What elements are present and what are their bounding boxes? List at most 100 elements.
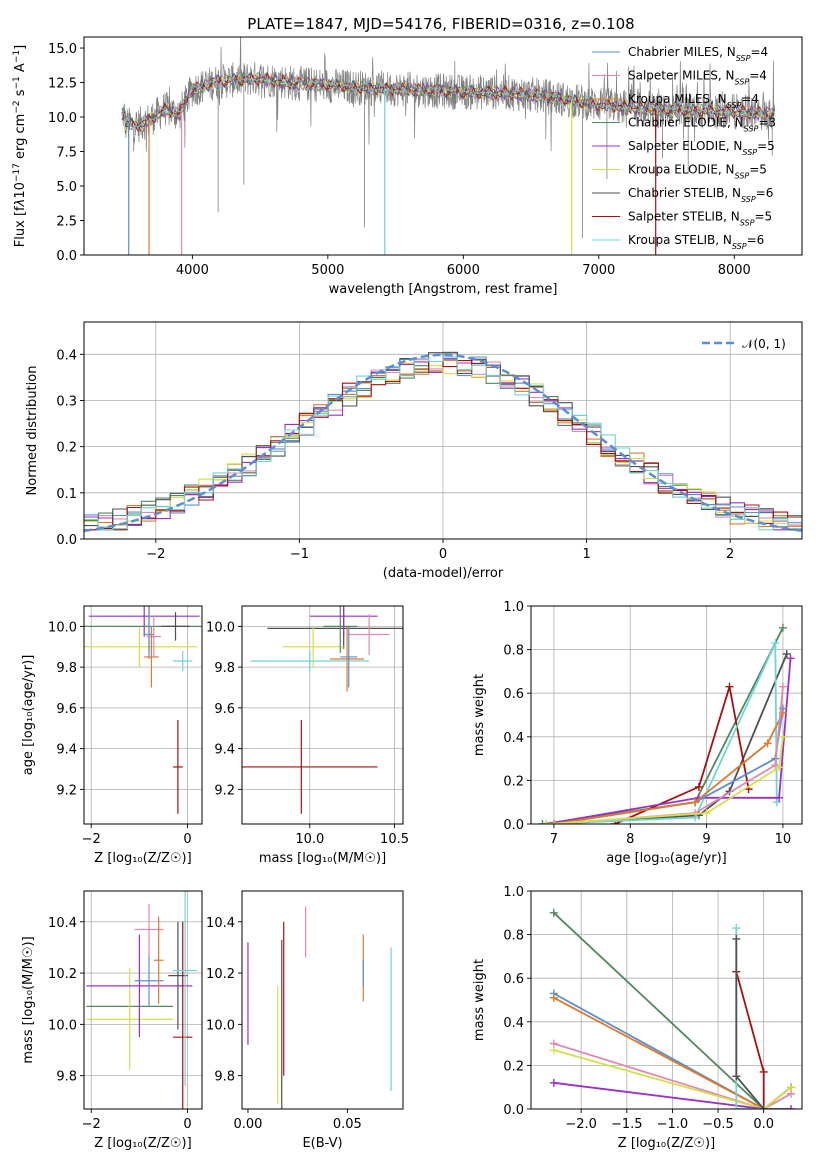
histogram-salpeter_stelib [84,360,802,531]
plot-area [121,37,775,255]
x-axis-label: Z [log₁₀(Z/Z☉)] [94,851,191,866]
model-line-kroupa_stelib [121,71,775,133]
weight-marker-kroupa_elodie [778,732,787,741]
plot-area [242,606,403,814]
y-tick-label: 7.5 [56,146,77,161]
weight-marker-chabrier_stelib [732,934,741,943]
x-tick-label: 1 [582,547,590,562]
y-tick-label: 0.4 [503,1016,524,1031]
y-tick-label: 9.4 [214,743,235,758]
y-tick-label: 5.0 [56,180,77,195]
x-tick-label: −2 [82,1117,101,1132]
legend-sub: SSP [735,171,750,180]
y-tick-label: 0.4 [503,731,524,746]
x-tick-label: −0.5 [702,1117,734,1132]
x-tick-label: −2.0 [565,1117,597,1132]
y-tick-label: 9.8 [56,1070,77,1085]
weight-marker-salpeter_stelib [694,782,703,791]
weight-marker-chabrier_elodie [778,623,787,632]
weight-marker-kroupa_elodie [542,820,551,824]
y-tick-label: 10.0 [206,620,235,635]
y-axis-label: Normed distribution [25,366,40,496]
y-tick-label: 9.4 [56,743,77,758]
weight-line-kroupa_elodie [553,1049,792,1109]
y-tick-label: 0.2 [503,774,524,789]
histogram-chabrier_stelib [84,352,802,531]
y-tick-label: 9.2 [56,783,77,798]
plot-area [247,906,392,1109]
x-tick-label: 0.00 [233,1117,262,1132]
legend-label-chabrier_elodie: Chabrier ELODIE, NSSP=3 [628,116,776,134]
y-axis-label: age [log₁₀(age/yr)] [21,655,36,776]
weight-marker-salpeter_miles [778,682,787,691]
y-tick-label: 0.8 [503,644,524,659]
x-tick-label: 7000 [582,263,615,278]
y-tick-label: 10.2 [48,967,77,982]
figure-title: PLATE=1847, MJD=54176, FIBERID=0316, z=0… [247,15,634,33]
weight-marker-chabrier_stelib [782,649,791,658]
legend-label-chabrier_miles: Chabrier MILES, NSSP=4 [628,45,768,63]
y-tick-label: 9.8 [56,661,77,676]
histogram-kroupa_elodie [84,359,802,531]
weight-marker-kroupa_miles [549,993,558,1002]
legend-label-salpeter_stelib: Salpeter STELIB, NSSP=5 [628,210,772,228]
axes-frame [83,890,203,1110]
y-tick-label: 0.2 [56,441,77,456]
x-axis-label: E(B-V) [302,1136,342,1151]
panel-spectrum: 4000 5000 6000 7000 8000 0.0 2.5 5.0 7.5 10.0 12.5… [12,36,803,297]
x-axis-label: Z [log₁₀(Z/Z☉)] [618,1136,715,1151]
legend-val: =4 [750,45,768,59]
weight-marker-kroupa_stelib [732,1105,741,1109]
legend-label-gaussian: 𝒩(0, 1) [742,337,786,351]
legend: Chabrier MILES, NSSP=4 Salpeter MILES, NS… [592,45,776,251]
legend-val: =6 [756,186,774,200]
x-tick-label: −2 [82,832,101,847]
y-axis-label: mass weight [472,674,487,756]
x-tick-label: 9 [702,832,710,847]
y-tick-label: 1.0 [503,885,524,900]
y-tick-label: 0.1 [56,487,77,502]
weight-line-salpeter_miles [553,1042,792,1109]
weight-line-salpeter_elodie [546,658,792,824]
legend-sub: SSP [744,124,759,133]
legend-val: =5 [754,210,772,224]
x-tick-label: 5000 [311,263,344,278]
y-axis-label: Flux [fλ10−17 erg cm−2 s−1 A−1] [12,45,28,247]
x-tick-label: 0 [183,832,191,847]
legend-label-kroupa_elodie: Kroupa ELODIE, NSSP=5 [628,163,767,181]
plot-area [549,908,796,1109]
weight-marker-kroupa_stelib [732,924,741,933]
panel-weight_vs_age: 7 8 9 10 0.0 0.2 0.4 0.6 0.8 1.0 age [log₁₀(age/yr… [472,600,803,866]
panel-residuals: −2 −1 0 1 2 0.0 0.1 0.2 0.3 0.4 (data-model)/error… [25,321,803,581]
x-tick-label: −1 [290,547,309,562]
y-tick-label: 0.0 [503,818,524,833]
legend-val: =5 [757,139,775,153]
weight-marker-chabrier_stelib [732,1072,741,1081]
histogram-kroupa_stelib [84,356,802,531]
weight-marker-salpeter_stelib [725,682,734,691]
y-tick-label: 10.0 [48,111,77,126]
plot-area [84,606,202,814]
weight-marker-salpeter_stelib [759,1067,768,1076]
y-tick-label: 9.8 [214,661,235,676]
x-tick-label: −1.5 [611,1117,643,1132]
legend-label-salpeter_miles: Salpeter MILES, NSSP=4 [628,69,767,87]
legend-sub: SSP [740,218,755,227]
x-tick-label: 4000 [176,263,209,278]
axes-frame [530,890,803,1110]
weight-marker-kroupa_miles [691,798,700,807]
y-tick-label: 0.0 [56,533,77,548]
weight-line-salpeter_elodie [553,1081,792,1109]
weight-marker-kroupa_stelib [772,798,781,807]
legend-val: =4 [741,92,759,106]
axes-frame [83,36,803,256]
y-tick-label: 2.5 [56,215,77,230]
y-tick-label: 0.0 [56,249,77,264]
x-axis-label: mass [log₁₀(M/M☉)] [259,851,386,866]
axes-frame [83,605,203,825]
legend-label-chabrier_stelib: Chabrier STELIB, NSSP=6 [628,186,773,204]
x-tick-label: 8 [626,832,634,847]
legend-sub: SSP [727,101,742,110]
panel-age_vs_Z: −2 0 9.2 9.4 9.6 9.8 10.0 Z [log₁₀(Z/Z☉)] age [l… [21,605,203,866]
